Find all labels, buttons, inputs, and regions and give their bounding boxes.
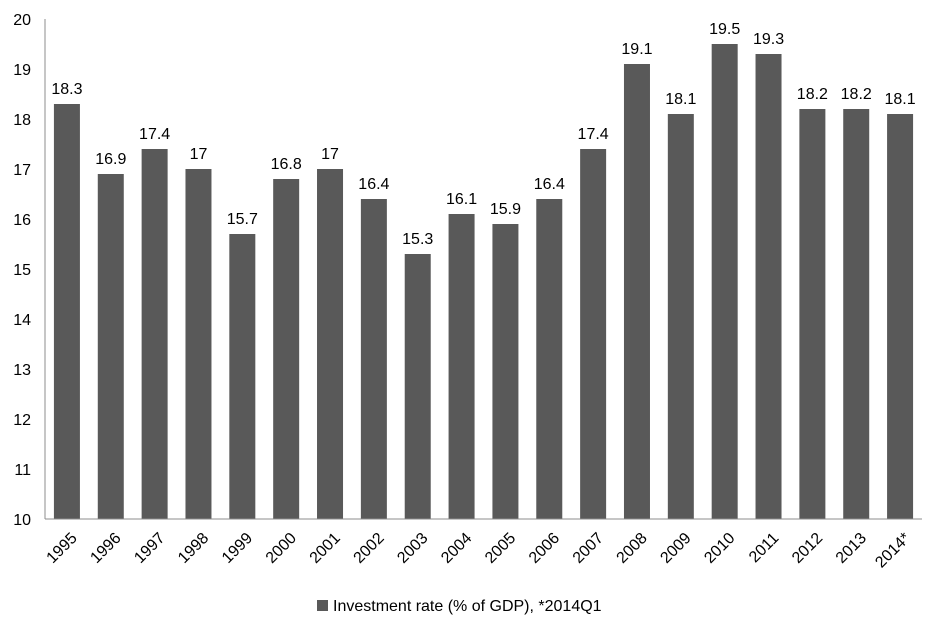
data-label: 18.3 xyxy=(51,81,82,98)
x-tick-label: 2007 xyxy=(570,530,607,567)
data-label: 16.9 xyxy=(95,151,126,168)
bar xyxy=(53,104,80,519)
data-label: 17 xyxy=(321,146,339,163)
bar xyxy=(536,199,563,519)
bar xyxy=(799,109,826,519)
y-tick-label: 11 xyxy=(14,462,31,479)
bar xyxy=(448,214,475,519)
x-tick-label: 2012 xyxy=(789,530,826,567)
bar xyxy=(404,254,431,519)
data-label: 15.7 xyxy=(227,211,258,228)
bar xyxy=(360,199,387,519)
data-label: 17.4 xyxy=(139,126,170,143)
data-label: 18.1 xyxy=(885,91,916,108)
bar xyxy=(755,54,782,519)
y-tick-label: 16 xyxy=(13,212,31,229)
bar xyxy=(623,64,650,519)
data-label: 16.4 xyxy=(534,176,565,193)
bars-group xyxy=(53,44,914,519)
y-tick-label: 19 xyxy=(13,62,31,79)
x-tick-label: 2009 xyxy=(657,530,694,567)
y-tick-label: 15 xyxy=(13,262,31,279)
x-tick-label: 1997 xyxy=(131,530,168,567)
x-tick-label: 2000 xyxy=(263,530,300,567)
x-tick-label: 2001 xyxy=(307,530,344,567)
data-label: 18.2 xyxy=(797,86,828,103)
bar xyxy=(887,114,914,519)
y-tick-label: 13 xyxy=(13,362,31,379)
bar xyxy=(273,179,300,519)
x-tick-label: 2010 xyxy=(701,530,738,567)
bar xyxy=(229,234,256,519)
y-tick-label: 17 xyxy=(13,162,31,179)
y-tick-label: 20 xyxy=(13,12,31,29)
data-label: 16.1 xyxy=(446,191,477,208)
y-tick-label: 10 xyxy=(13,512,31,529)
bar xyxy=(580,149,607,519)
x-tick-label: 1999 xyxy=(219,530,256,567)
x-tick-label: 1996 xyxy=(87,530,124,567)
y-axis-ticks: 10 11 12 13 14 15 16 17 18 19 20 xyxy=(13,12,31,529)
x-tick-label: 2011 xyxy=(746,530,782,566)
data-label: 19.5 xyxy=(709,21,740,38)
data-label: 18.2 xyxy=(841,86,872,103)
y-tick-label: 12 xyxy=(13,412,31,429)
x-axis-ticks: 1995 1996 1997 1998 1999 2000 2001 2002 2003 2004… xyxy=(44,530,914,572)
legend: Investment rate (% of GDP), *2014Q1 xyxy=(317,598,602,615)
bar xyxy=(667,114,694,519)
bar xyxy=(711,44,738,519)
data-label: 16.4 xyxy=(358,176,389,193)
bar xyxy=(97,174,124,519)
x-tick-label: 2002 xyxy=(351,530,388,567)
data-label: 18.1 xyxy=(665,91,696,108)
x-tick-label: 2004 xyxy=(438,530,475,567)
x-tick-label: 2013 xyxy=(833,530,870,567)
legend-swatch xyxy=(317,600,328,611)
bar xyxy=(492,224,519,519)
data-label: 16.8 xyxy=(271,156,302,173)
data-label: 15.3 xyxy=(402,231,433,248)
bar xyxy=(843,109,870,519)
x-tick-label: 2014* xyxy=(872,530,914,572)
y-tick-label: 18 xyxy=(13,112,31,129)
legend-label: Investment rate (% of GDP), *2014Q1 xyxy=(333,598,602,615)
data-label: 15.9 xyxy=(490,201,521,218)
x-tick-label: 1995 xyxy=(44,530,81,567)
data-label: 19.1 xyxy=(621,41,652,58)
bar xyxy=(141,149,168,519)
bar xyxy=(317,169,344,519)
bar xyxy=(185,169,212,519)
data-label: 17.4 xyxy=(578,126,609,143)
y-tick-label: 14 xyxy=(13,312,31,329)
data-label: 19.3 xyxy=(753,31,784,48)
x-tick-label: 2005 xyxy=(482,530,519,567)
data-labels-group: 18.3 16.9 17.4 17 15.7 16.8 17 16.4 15.3 16.1 15.9… xyxy=(51,21,915,248)
data-label: 17 xyxy=(190,146,208,163)
x-tick-label: 1998 xyxy=(175,530,212,567)
x-tick-label: 2008 xyxy=(614,530,651,567)
x-tick-label: 2006 xyxy=(526,530,563,567)
x-tick-label: 2003 xyxy=(394,530,431,567)
